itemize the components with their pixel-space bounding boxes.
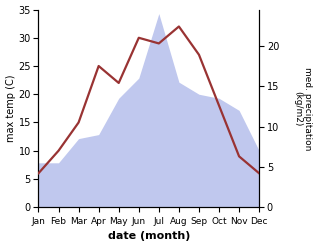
Y-axis label: max temp (C): max temp (C) <box>5 75 16 142</box>
Y-axis label: med. precipitation
(kg/m2): med. precipitation (kg/m2) <box>293 67 313 150</box>
X-axis label: date (month): date (month) <box>107 231 190 242</box>
